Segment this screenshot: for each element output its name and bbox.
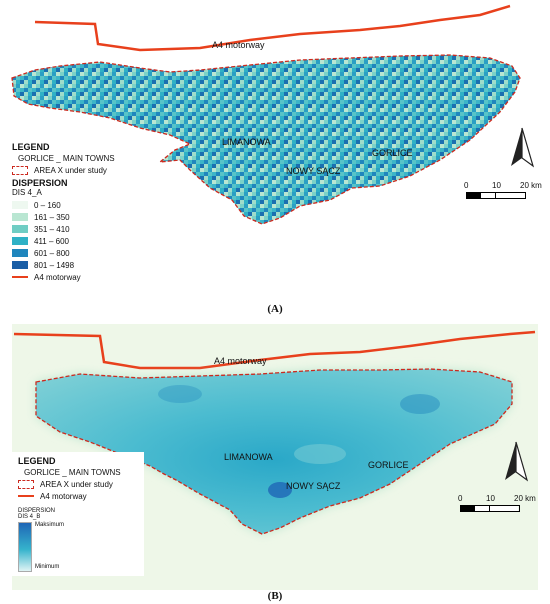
caption-a: (A) bbox=[267, 303, 283, 315]
dispersion-title: DISPERSION bbox=[12, 178, 68, 188]
legend-label: GORLICE _ MAIN TOWNS bbox=[24, 467, 121, 477]
legend-label: AREA X under study bbox=[34, 165, 107, 175]
class-label: 351 – 410 bbox=[34, 224, 70, 234]
scale-bar-a: 0 10 20 km bbox=[464, 181, 542, 199]
legend-item-area: AREA X under study bbox=[18, 478, 138, 490]
class-swatch bbox=[12, 249, 28, 257]
scale-bar-graphic bbox=[466, 192, 526, 199]
motorway-swatch bbox=[12, 276, 28, 278]
legend-class-item: 801 – 1498 bbox=[12, 259, 115, 271]
gradient-max-label: Maksimum bbox=[35, 522, 65, 528]
class-label: 161 – 350 bbox=[34, 212, 70, 222]
town-label-gorlice: GORLICE bbox=[368, 460, 409, 470]
dispersion-gradient: Maksimum Minimum bbox=[18, 522, 138, 572]
class-label: 0 – 160 bbox=[34, 200, 61, 210]
legend-a: LEGEND GORLICE _ MAIN TOWNS AREA X under… bbox=[12, 142, 115, 283]
north-arrow-icon bbox=[511, 127, 535, 168]
layer-name: DIS 4_B bbox=[18, 514, 41, 520]
class-swatch bbox=[12, 261, 28, 269]
caption-b: (B) bbox=[267, 590, 283, 602]
map-panel-a: A4 motorway LIMANOWA NOWY SĄCZ GORLICE L… bbox=[0, 0, 550, 300]
town-label-gorlice: GORLICE bbox=[372, 148, 413, 158]
map-a-canvas bbox=[11, 4, 521, 225]
legend-item-area: AREA X under study bbox=[12, 164, 115, 176]
motorway-label: A4 motorway bbox=[214, 356, 267, 366]
scale-tick-20: 20 km bbox=[514, 494, 536, 503]
motorway-line bbox=[13, 330, 536, 370]
class-swatch bbox=[12, 237, 28, 245]
class-label: 601 – 800 bbox=[34, 248, 70, 258]
legend-class-item: 601 – 800 bbox=[12, 247, 115, 259]
class-swatch bbox=[12, 225, 28, 233]
scale-tick-0: 0 bbox=[458, 494, 463, 503]
motorway-line bbox=[34, 4, 511, 52]
scale-bar-b: 0 10 20 km bbox=[458, 494, 536, 512]
scale-tick-10: 10 bbox=[492, 181, 501, 190]
class-swatch bbox=[12, 201, 28, 209]
dispersion-classes: 0 – 160 161 – 350 351 – 410 411 – 600 601 – … bbox=[12, 199, 115, 271]
legend-class-item: 411 – 600 bbox=[12, 235, 115, 247]
legend-class-item: 0 – 160 bbox=[12, 199, 115, 211]
legend-label: A4 motorway bbox=[34, 272, 81, 282]
town-label-limanowa: LIMANOWA bbox=[224, 452, 273, 462]
town-label-nowy-sacz: NOWY SĄCZ bbox=[286, 481, 341, 491]
class-swatch bbox=[12, 213, 28, 221]
legend-class-item: 161 – 350 bbox=[12, 211, 115, 223]
dispersion-title: DISPERSION bbox=[18, 508, 56, 514]
legend-item-motorway: A4 motorway bbox=[18, 490, 138, 502]
class-label: 411 – 600 bbox=[34, 236, 69, 246]
legend-class-item: 351 – 410 bbox=[12, 223, 115, 235]
legend-label: AREA X under study bbox=[40, 479, 113, 489]
town-label-limanowa: LIMANOWA bbox=[222, 137, 271, 147]
scale-bar-graphic bbox=[460, 505, 520, 512]
north-arrow-icon bbox=[505, 441, 529, 482]
study-area bbox=[35, 368, 513, 535]
gradient-min-label: Minimum bbox=[35, 564, 60, 570]
study-area bbox=[11, 54, 521, 225]
class-label: 801 – 1498 bbox=[34, 260, 75, 270]
legend-label: A4 motorway bbox=[40, 491, 87, 501]
legend-b: LEGEND GORLICE _ MAIN TOWNS AREA X under… bbox=[12, 452, 144, 576]
map-b-canvas bbox=[13, 330, 536, 535]
dashed-boundary-swatch bbox=[12, 165, 28, 175]
dashed-boundary-swatch bbox=[18, 479, 34, 489]
legend-item-motorway: A4 motorway bbox=[12, 271, 115, 283]
motorway-label: A4 motorway bbox=[212, 40, 265, 50]
legend-label: GORLICE _ MAIN TOWNS bbox=[18, 153, 115, 163]
layer-name: DIS 4_A bbox=[12, 188, 42, 197]
legend-item-main-towns: GORLICE _ MAIN TOWNS bbox=[12, 152, 115, 164]
scale-tick-10: 10 bbox=[486, 494, 495, 503]
legend-item-main-towns: GORLICE _ MAIN TOWNS bbox=[18, 466, 138, 478]
scale-tick-20: 20 km bbox=[520, 181, 542, 190]
gradient-ramp bbox=[18, 522, 32, 572]
motorway-swatch bbox=[18, 495, 34, 497]
map-panel-b: A4 motorway LIMANOWA NOWY SĄCZ GORLICE L… bbox=[0, 324, 550, 590]
legend-title: LEGEND bbox=[12, 142, 50, 152]
scale-tick-0: 0 bbox=[464, 181, 469, 190]
town-label-nowy-sacz: NOWY SĄCZ bbox=[286, 166, 341, 176]
legend-title: LEGEND bbox=[18, 456, 56, 466]
